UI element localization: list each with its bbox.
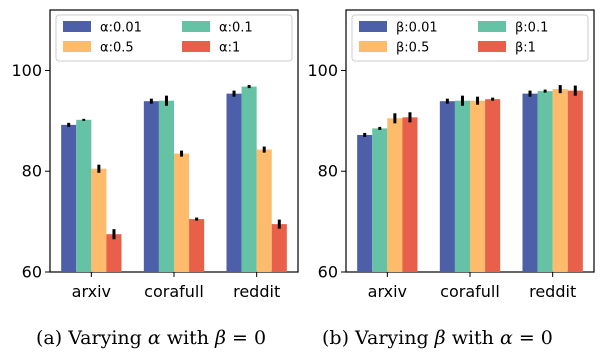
chart-right: 60 80 100 arxiv corafull reddit β:0.01 β:0.1 β:0… (307, 9, 595, 301)
chart-0-ytick-label: 80 (22, 162, 42, 181)
chart-1-bar (357, 134, 373, 272)
chart-1-bar (470, 100, 486, 272)
caption-right-mid: with (445, 327, 500, 349)
chart-1-bar (372, 128, 388, 272)
chart-0-bar (271, 224, 287, 272)
caption-left-prefix: (a) Varying (36, 327, 148, 349)
caption-left-suffix: = 0 (225, 327, 267, 349)
chart-1-bar (439, 101, 455, 272)
caption-right-suffix: = 0 (512, 327, 553, 349)
chart-left: 60 80 100 arxiv corafull reddit α:0.01 α:0.1 α:0… (11, 9, 299, 301)
chart-1-legend-swatch (359, 21, 387, 32)
chart-0-xtick-label: arxiv (72, 282, 111, 301)
chart-1-legend-swatch (478, 21, 506, 32)
chart-1-xtick-label: arxiv (368, 282, 407, 301)
chart-1-bar (567, 90, 583, 272)
chart-0-legend-label: α:0.01 (100, 21, 142, 36)
caption-left-mid: with (160, 327, 215, 349)
chart-0-bar (256, 149, 272, 272)
chart-0-legend-label: α:0.1 (219, 21, 253, 36)
chart-0-legend-swatch (182, 21, 210, 32)
chart-1-legend-box (351, 14, 589, 62)
chart-1-legend-label: β:0.01 (396, 21, 438, 36)
chart-1-xtick-label: corafull (440, 282, 500, 301)
chart-1-bar (485, 99, 501, 272)
chart-1-legend-swatch (359, 41, 387, 52)
chart-0-legend-box (55, 14, 293, 62)
chart-1-legend-label: β:1 (515, 41, 536, 56)
caption-right-symbol2: α (499, 327, 513, 349)
chart-0-bar (106, 234, 122, 272)
chart-1-ytick-label: 100 (307, 61, 338, 80)
chart-1-legend-swatch (478, 41, 506, 52)
chart-1-xtick-label: reddit (529, 282, 576, 301)
chart-1-ytick-label: 80 (318, 162, 338, 181)
chart-0-xtick-label: reddit (233, 282, 280, 301)
chart-1-bar (454, 100, 470, 272)
caption-right-prefix: (b) Varying (322, 327, 435, 349)
chart-0-legend-swatch (182, 41, 210, 52)
chart-1-ytick-label: 60 (318, 263, 338, 282)
caption-right: (b) Varying β with α = 0 (322, 327, 553, 349)
chart-0-legend-label: α:0.5 (100, 41, 134, 56)
chart-0-bar (189, 219, 205, 272)
chart-0-bar (241, 86, 257, 272)
chart-0-ytick-label: 100 (11, 61, 42, 80)
chart-0-bar (61, 124, 77, 272)
chart-0-ytick-label: 60 (22, 263, 42, 282)
chart-1-bar (537, 91, 553, 272)
chart-0-legend-swatch (63, 41, 91, 52)
chart-1-legend-label: β:0.1 (515, 21, 548, 36)
caption-left-symbol2: β (214, 327, 226, 349)
chart-0-bar (76, 119, 92, 272)
caption-left-symbol: α (147, 327, 161, 349)
chart-0-legend-label: α:1 (219, 41, 240, 56)
chart-0-bar (226, 93, 242, 272)
chart-1-bar (402, 117, 418, 272)
chart-1-bar (552, 89, 568, 272)
chart-0-bar (143, 101, 159, 272)
chart-0-bar (158, 100, 174, 272)
chart-1-bar (522, 93, 538, 272)
chart-0-bar (91, 168, 107, 272)
caption-right-symbol: β (434, 327, 446, 349)
chart-0-xtick-label: corafull (144, 282, 204, 301)
chart-0-legend-swatch (63, 21, 91, 32)
chart-1-bar (387, 118, 403, 272)
chart-1-legend-label: β:0.5 (396, 41, 429, 56)
chart-0-bar (174, 153, 190, 272)
caption-left: (a) Varying α with β = 0 (36, 327, 266, 349)
